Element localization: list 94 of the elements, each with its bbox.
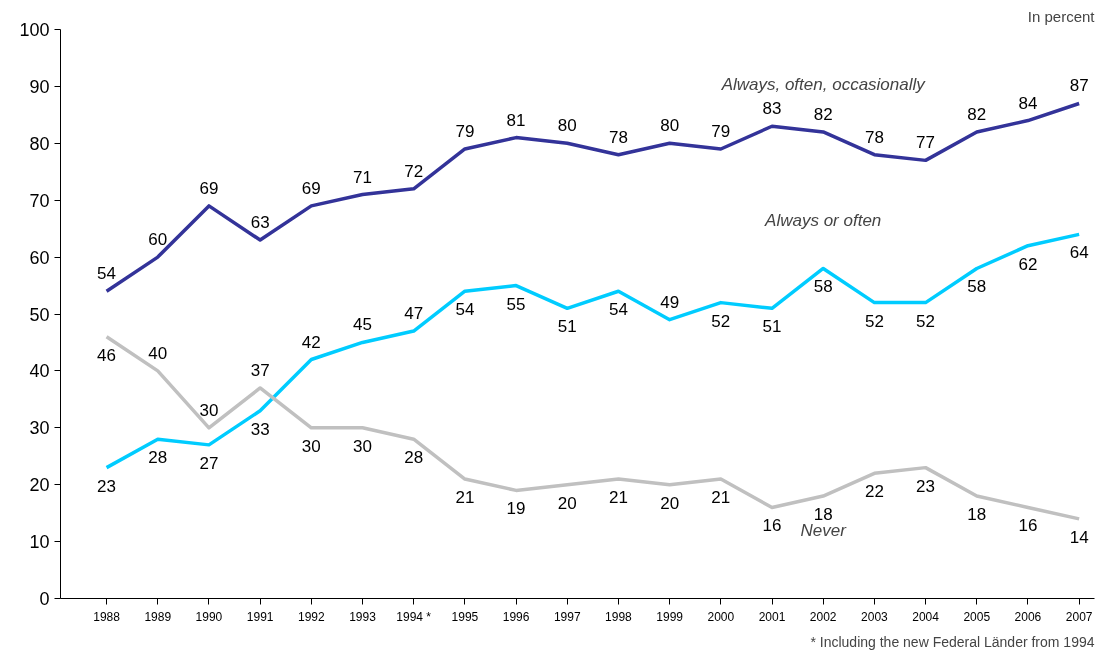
data-label: 42	[301, 332, 321, 352]
x-tick-label: 1997	[553, 609, 581, 624]
data-label: 87	[1069, 76, 1089, 96]
data-label: 21	[455, 488, 475, 508]
x-tick-label: 2005	[963, 609, 991, 624]
x-tick-label: 1992	[297, 609, 325, 624]
data-label: 21	[609, 488, 628, 508]
data-label: 30	[353, 436, 372, 456]
y-tick-label: 70	[29, 190, 50, 211]
data-label: 80	[660, 116, 680, 136]
data-label: 82	[967, 104, 987, 124]
data-label: 51	[557, 317, 577, 337]
data-label: 60	[148, 230, 168, 250]
y-tick-label: 100	[19, 20, 50, 40]
x-tick-label: 2006	[1014, 609, 1042, 624]
x-tick-label: 2001	[758, 609, 786, 624]
x-tick-label: 2000	[707, 609, 735, 624]
data-label: 62	[1018, 254, 1038, 274]
y-tick-label: 20	[29, 475, 50, 496]
data-label: 22	[864, 482, 884, 502]
data-label: 55	[506, 294, 526, 314]
data-label: 27	[199, 453, 219, 473]
data-label: 37	[250, 360, 270, 380]
data-label: 79	[455, 121, 475, 141]
data-label: 23	[916, 476, 936, 496]
data-label: 84	[1018, 93, 1038, 113]
x-tick-label: 1991	[246, 609, 274, 624]
data-label: 49	[660, 292, 680, 312]
data-label: 77	[916, 133, 936, 153]
x-tick-label: 1994 *	[396, 609, 432, 624]
y-tick-label: 30	[29, 418, 50, 439]
data-label: 82	[813, 104, 833, 124]
y-tick-label: 0	[39, 589, 50, 609]
x-tick-label: 1990	[195, 609, 223, 624]
x-tick-label: 1988	[93, 609, 121, 624]
text: Always or often	[764, 211, 882, 231]
data-label: 16	[762, 516, 782, 536]
data-label: 52	[864, 311, 884, 331]
y-axis-title: In percent	[1027, 7, 1096, 25]
x-tick-label: 1998	[605, 609, 633, 624]
y-tick-label: 10	[29, 532, 50, 553]
data-label: 71	[353, 167, 372, 187]
data-label: 40	[148, 343, 168, 363]
data-label: 52	[711, 311, 731, 331]
x-tick-label: 1999	[656, 609, 684, 624]
x-tick-label: 1989	[144, 609, 172, 624]
data-label: 47	[404, 304, 424, 324]
data-label: 78	[864, 127, 884, 147]
data-label: 51	[762, 317, 782, 337]
data-label: 52	[916, 311, 936, 331]
data-label: 46	[97, 345, 117, 365]
x-tick-label: 2003	[861, 609, 889, 624]
data-label: 20	[557, 493, 577, 513]
data-label: 54	[609, 300, 628, 320]
data-label: 80	[557, 116, 577, 136]
data-label: 83	[762, 99, 782, 119]
text: * Including the new Federal Länder from 1994	[810, 633, 1095, 650]
data-label: 30	[199, 400, 219, 420]
data-label: 33	[250, 419, 270, 439]
y-tick-label: 50	[29, 304, 50, 325]
data-label: 69	[301, 178, 321, 198]
data-label: 16	[1018, 516, 1038, 536]
data-label: 72	[404, 161, 424, 181]
x-tick-label: 2002	[809, 609, 837, 624]
data-label: 21	[711, 488, 731, 508]
data-label: 78	[609, 127, 628, 147]
text: Always, often, occasionally	[720, 74, 927, 94]
data-label: 63	[250, 213, 270, 233]
x-tick-label: 2004	[912, 609, 940, 624]
y-tick-label: 60	[29, 247, 50, 268]
x-tick-label: 1996	[502, 609, 530, 624]
x-tick-label: 1993	[349, 609, 377, 624]
x-tick-label: 1995	[451, 609, 479, 624]
data-label: 19	[506, 499, 526, 519]
data-label: 64	[1069, 243, 1089, 263]
y-tick-label: 80	[29, 133, 50, 154]
data-label: 20	[660, 493, 680, 513]
data-label: 54	[97, 264, 117, 284]
data-label: 54	[455, 300, 475, 320]
data-label: 28	[404, 448, 424, 468]
data-label: 58	[967, 277, 987, 297]
y-tick-label: 40	[29, 361, 50, 382]
x-tick-label: 2007	[1065, 609, 1093, 624]
data-label: 58	[813, 277, 833, 297]
y-tick-label: 90	[29, 76, 50, 97]
data-label: 14	[1069, 527, 1089, 547]
data-label: 45	[353, 315, 372, 335]
data-label: 81	[506, 110, 526, 130]
data-label: 30	[301, 436, 321, 456]
data-label: 23	[97, 476, 117, 496]
data-label: 79	[711, 121, 731, 141]
data-label: 28	[148, 448, 168, 468]
data-label: 18	[967, 505, 987, 525]
data-label: 69	[199, 178, 219, 198]
